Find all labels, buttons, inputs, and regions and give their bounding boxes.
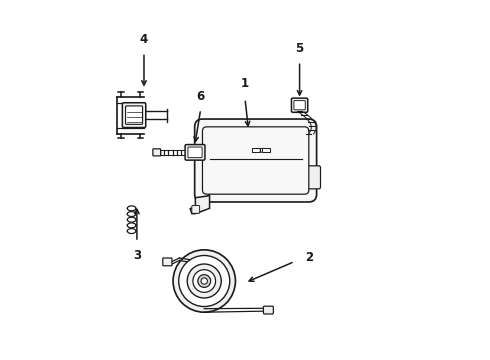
- Text: 4: 4: [140, 33, 148, 46]
- Circle shape: [187, 264, 221, 298]
- FancyBboxPatch shape: [125, 106, 143, 124]
- FancyBboxPatch shape: [262, 148, 270, 152]
- Circle shape: [201, 278, 207, 284]
- Circle shape: [193, 270, 216, 292]
- Circle shape: [198, 275, 211, 287]
- FancyBboxPatch shape: [264, 306, 273, 314]
- FancyBboxPatch shape: [192, 206, 199, 213]
- FancyBboxPatch shape: [307, 166, 320, 189]
- FancyBboxPatch shape: [195, 119, 317, 202]
- FancyBboxPatch shape: [185, 145, 205, 160]
- FancyBboxPatch shape: [153, 149, 161, 156]
- FancyBboxPatch shape: [202, 127, 309, 194]
- FancyBboxPatch shape: [294, 100, 305, 110]
- Circle shape: [173, 250, 235, 312]
- FancyBboxPatch shape: [122, 103, 146, 127]
- FancyBboxPatch shape: [292, 98, 308, 112]
- FancyBboxPatch shape: [188, 147, 202, 158]
- Text: 1: 1: [241, 77, 249, 90]
- Text: 5: 5: [295, 42, 304, 55]
- Text: 6: 6: [196, 90, 205, 103]
- Text: 2: 2: [305, 252, 314, 265]
- FancyBboxPatch shape: [252, 148, 260, 152]
- Circle shape: [179, 256, 230, 306]
- Polygon shape: [190, 194, 210, 214]
- FancyBboxPatch shape: [163, 258, 172, 266]
- Text: 3: 3: [133, 249, 141, 262]
